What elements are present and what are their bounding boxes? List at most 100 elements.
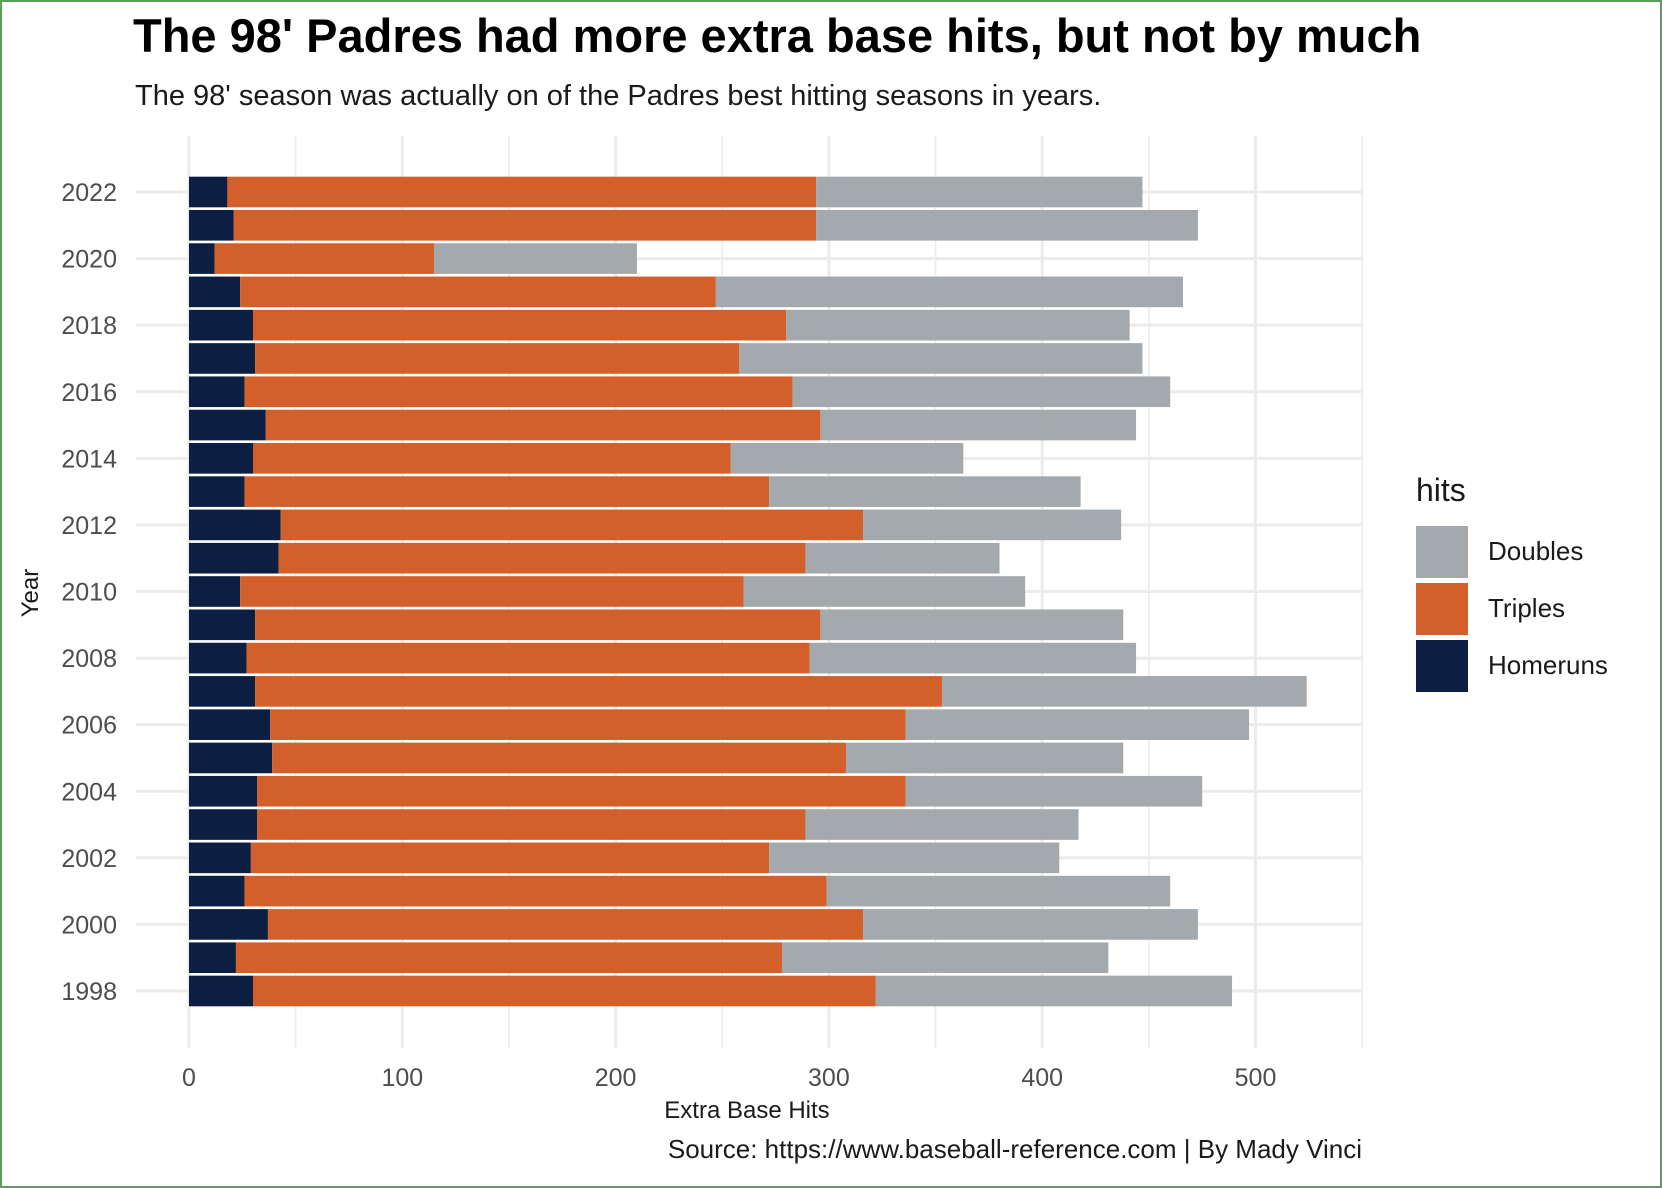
bar-homeruns-1999 bbox=[189, 942, 236, 974]
legend-title: hits bbox=[1416, 472, 1466, 508]
legend-item-triples: Triples bbox=[1416, 580, 1608, 637]
bar-doubles-2018 bbox=[786, 309, 1130, 341]
bar-homeruns-2006 bbox=[189, 709, 271, 740]
bar-triples-2005 bbox=[272, 742, 846, 774]
chart-caption: Source: https://www.baseball-reference.c… bbox=[667, 1134, 1362, 1164]
bar-homeruns-2000 bbox=[189, 909, 268, 940]
bar-triples-2013 bbox=[244, 476, 770, 507]
bar-doubles-2010 bbox=[743, 576, 1026, 607]
y-tick-label: 2014 bbox=[61, 445, 117, 473]
bar-homeruns-2011 bbox=[189, 542, 279, 574]
x-tick-label: 300 bbox=[808, 1064, 850, 1092]
legend-key-homeruns bbox=[1416, 639, 1468, 692]
bar-homeruns-2001 bbox=[189, 875, 245, 907]
y-axis-title: Year bbox=[17, 569, 44, 618]
bar-triples-2003 bbox=[257, 809, 806, 840]
bar-homeruns-2018 bbox=[189, 309, 253, 341]
bar-homeruns-2022 bbox=[189, 176, 228, 208]
bar-triples-2019 bbox=[240, 276, 716, 308]
y-tick-label: 2000 bbox=[61, 911, 117, 939]
legend-item-homeruns: Homeruns bbox=[1416, 637, 1608, 694]
y-tick-label: 1998 bbox=[61, 978, 117, 1006]
legend-key-triples bbox=[1416, 582, 1468, 635]
bar-triples-2018 bbox=[252, 309, 787, 341]
bar-triples-2017 bbox=[255, 343, 740, 374]
bar-homeruns-2013 bbox=[189, 476, 245, 507]
bar-triples-2009 bbox=[255, 609, 821, 641]
bar-doubles-2022 bbox=[816, 176, 1143, 208]
bar-doubles-2012 bbox=[863, 509, 1122, 541]
bar-triples-1998 bbox=[252, 975, 876, 1007]
bar-doubles-2002 bbox=[769, 842, 1060, 874]
legend-item-doubles: Doubles bbox=[1416, 523, 1608, 580]
bar-doubles-2011 bbox=[805, 542, 1000, 574]
bar-triples-2008 bbox=[246, 642, 810, 674]
legend-label-homeruns: Homeruns bbox=[1488, 650, 1608, 680]
bar-doubles-2004 bbox=[905, 775, 1203, 807]
bar-triples-2015 bbox=[265, 409, 821, 441]
bar-doubles-2006 bbox=[905, 709, 1250, 740]
bar-doubles-2019 bbox=[715, 276, 1183, 308]
y-tick-labels: 2022 2020 2018 2016 2014 2012 2010 2008 2006 2004… bbox=[61, 179, 117, 1006]
bar-triples-2006 bbox=[270, 709, 906, 740]
bar-triples-2022 bbox=[227, 176, 817, 208]
bar-doubles-2017 bbox=[739, 343, 1143, 374]
bar-homeruns-2008 bbox=[189, 642, 247, 674]
bar-doubles-2008 bbox=[809, 642, 1137, 674]
legend: hits Doubles Triples Homeruns bbox=[1416, 472, 1608, 694]
bar-triples-2020 bbox=[214, 243, 435, 274]
y-tick-label: 2016 bbox=[61, 379, 117, 407]
x-tick-labels: 0 100 200 300 400 500 bbox=[182, 1064, 1276, 1092]
bar-homeruns-2014 bbox=[189, 443, 253, 474]
bar-doubles-2021 bbox=[816, 209, 1198, 241]
x-tick-label: 500 bbox=[1235, 1064, 1277, 1092]
bar-triples-2021 bbox=[233, 209, 817, 241]
bar-homeruns-2009 bbox=[189, 609, 256, 641]
bar-homeruns-2010 bbox=[189, 576, 241, 607]
bar-doubles-1999 bbox=[781, 942, 1109, 974]
bar-triples-2007 bbox=[255, 676, 942, 707]
bar-triples-2014 bbox=[252, 443, 731, 474]
bar-homeruns-1998 bbox=[189, 975, 253, 1007]
bar-doubles-2005 bbox=[845, 742, 1124, 774]
bar-doubles-1998 bbox=[875, 975, 1233, 1007]
bar-doubles-2000 bbox=[863, 909, 1198, 940]
bar-doubles-2001 bbox=[826, 875, 1171, 907]
bar-homeruns-2016 bbox=[189, 376, 245, 408]
bar-doubles-2015 bbox=[820, 409, 1137, 441]
legend-key-doubles bbox=[1416, 525, 1468, 578]
y-tick-label: 2004 bbox=[61, 778, 117, 806]
bar-layer bbox=[189, 176, 1307, 1007]
bar-doubles-2013 bbox=[769, 476, 1081, 507]
bar-triples-2016 bbox=[244, 376, 793, 408]
bar-doubles-2003 bbox=[805, 809, 1079, 840]
bar-doubles-2016 bbox=[792, 376, 1171, 408]
bar-triples-2001 bbox=[244, 875, 827, 907]
bar-homeruns-2007 bbox=[189, 676, 256, 707]
x-tick-label: 400 bbox=[1021, 1064, 1063, 1092]
bar-doubles-2007 bbox=[941, 676, 1307, 707]
bar-triples-2000 bbox=[267, 909, 864, 940]
bar-triples-2002 bbox=[250, 842, 770, 874]
bar-homeruns-2005 bbox=[189, 742, 273, 774]
y-tick-label: 2002 bbox=[61, 845, 117, 873]
y-tick-label: 2008 bbox=[61, 645, 117, 673]
bar-doubles-2009 bbox=[820, 609, 1124, 641]
legend-label-doubles: Doubles bbox=[1488, 536, 1584, 566]
x-tick-label: 100 bbox=[381, 1064, 423, 1092]
bar-homeruns-2004 bbox=[189, 775, 258, 807]
x-axis-title: Extra Base Hits bbox=[664, 1097, 829, 1124]
bar-doubles-2020 bbox=[434, 243, 637, 274]
bar-triples-2012 bbox=[280, 509, 864, 541]
legend-label-triples: Triples bbox=[1488, 593, 1566, 623]
bar-triples-2010 bbox=[240, 576, 744, 607]
y-tick-label: 2020 bbox=[61, 246, 117, 274]
bar-triples-1999 bbox=[235, 942, 782, 974]
bar-homeruns-2020 bbox=[189, 243, 215, 274]
x-tick-label: 0 bbox=[182, 1064, 196, 1092]
bar-homeruns-2002 bbox=[189, 842, 251, 874]
bar-doubles-2014 bbox=[730, 443, 964, 474]
bar-homeruns-2021 bbox=[189, 209, 234, 241]
bar-homeruns-2003 bbox=[189, 809, 258, 840]
